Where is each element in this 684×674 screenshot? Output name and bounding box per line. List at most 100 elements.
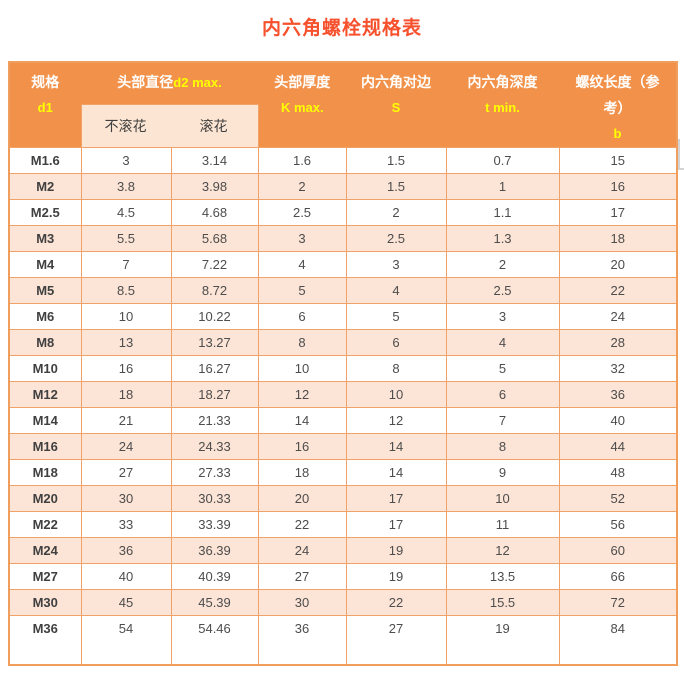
spec-cell: M27: [8, 563, 82, 590]
value-cell: 30: [257, 589, 347, 616]
subheader-knurled: 滚花: [199, 117, 228, 134]
value-cell: 16: [257, 433, 347, 460]
spec-cell: M12: [8, 381, 82, 408]
table-row: M1.6 3 3.14 1.6 1.5 0.7 15: [8, 147, 678, 174]
value-cell: 40: [80, 563, 172, 590]
spec-cell: M6: [8, 303, 82, 330]
value-cell: 27: [80, 459, 172, 486]
col-header-head-thickness-zh: 头部厚度: [274, 74, 331, 90]
value-cell: 6: [257, 303, 347, 330]
value-cell: 1.3: [445, 225, 560, 252]
table-row: M14 21 21.33 14 12 7 40: [8, 407, 678, 434]
value-cell: 3: [345, 251, 447, 278]
value-cell: 2: [257, 173, 347, 200]
value-cell: 13: [80, 329, 172, 356]
table-row: M12 18 18.27 12 10 6 36: [8, 381, 678, 408]
value-cell: 60: [558, 537, 678, 564]
value-cell: 20: [257, 485, 347, 512]
value-cell: 10: [345, 381, 447, 408]
spec-cell: M10: [8, 355, 82, 382]
value-cell: 84: [558, 615, 678, 666]
value-cell: 9: [445, 459, 560, 486]
value-cell: 1: [445, 173, 560, 200]
value-cell: 33: [80, 511, 172, 538]
spec-cell: M4: [8, 251, 82, 278]
col-header-hex-depth-zh: 内六角深度: [467, 74, 538, 90]
spec-cell: M5: [8, 277, 82, 304]
value-cell: 21: [80, 407, 172, 434]
value-cell: 22: [257, 511, 347, 538]
value-cell: 2.5: [257, 199, 347, 226]
value-cell: 52: [558, 485, 678, 512]
table-row: M20 30 30.33 20 17 10 52: [8, 485, 678, 512]
col-header-head-diameter: 头部直径d2 max.: [81, 62, 259, 105]
value-cell: 24: [558, 303, 678, 330]
value-cell: 40.39: [170, 563, 259, 590]
value-cell: 45.39: [170, 589, 259, 616]
col-header-hex-across-flats: 内六角对边 S: [346, 62, 447, 148]
col-header-head-thickness-symbol: K max.: [280, 100, 324, 115]
value-cell: 4: [445, 329, 560, 356]
subheader-not-knurled: 不滚花: [104, 117, 147, 134]
value-cell: 8: [257, 329, 347, 356]
value-cell: 10: [80, 303, 172, 330]
value-cell: 20: [558, 251, 678, 278]
table-row: M2 3.8 3.98 2 1.5 1 16: [8, 173, 678, 200]
table-row: M2.5 4.5 4.68 2.5 2 1.1 17: [8, 199, 678, 226]
value-cell: 10: [445, 485, 560, 512]
value-cell: 15.5: [445, 589, 560, 616]
value-cell: 44: [558, 433, 678, 460]
value-cell: 32: [558, 355, 678, 382]
value-cell: 28: [558, 329, 678, 356]
value-cell: 19: [345, 537, 447, 564]
table-row: M30 45 45.39 30 22 15.5 72: [8, 589, 678, 616]
value-cell: 3: [445, 303, 560, 330]
col-header-hex-across-flats-zh: 内六角对边: [361, 74, 432, 90]
value-cell: 14: [345, 459, 447, 486]
table-row: M24 36 36.39 24 19 12 60: [8, 537, 678, 564]
value-cell: 54.46: [170, 615, 259, 666]
spec-table-body: M1.6 3 3.14 1.6 1.5 0.7 15 M2 3.8 3.98 2 1.5 1 16 M2.5…: [8, 147, 678, 666]
value-cell: 18.27: [170, 381, 259, 408]
table-row: M6 10 10.22 6 5 3 24: [8, 303, 678, 330]
value-cell: 12: [345, 407, 447, 434]
value-cell: 4.5: [80, 199, 172, 226]
value-cell: 12: [257, 381, 347, 408]
spec-table-header: 规格 d1 头部直径d2 max. 头部厚度 K max. 内六角对边 S 内六…: [9, 62, 678, 149]
value-cell: 48: [558, 459, 678, 486]
value-cell: 36: [558, 381, 678, 408]
value-cell: 27: [345, 615, 447, 666]
value-cell: 30: [80, 485, 172, 512]
value-cell: 24: [257, 537, 347, 564]
table-row: M22 33 33.39 22 17 11 56: [8, 511, 678, 538]
spec-cell: M24: [8, 537, 82, 564]
col-header-thread-length-symbol: b: [613, 126, 622, 141]
value-cell: 24: [80, 433, 172, 460]
value-cell: 7: [80, 251, 172, 278]
value-cell: 6: [445, 381, 560, 408]
value-cell: 12: [445, 537, 560, 564]
value-cell: 45: [80, 589, 172, 616]
table-row: M18 27 27.33 18 14 9 48: [8, 459, 678, 486]
value-cell: 2: [345, 199, 447, 226]
value-cell: 16: [558, 173, 678, 200]
col-header-hex-depth: 内六角深度 t min.: [446, 62, 560, 148]
table-row: M5 8.5 8.72 5 4 2.5 22: [8, 277, 678, 304]
table-row: M4 7 7.22 4 3 2 20: [8, 251, 678, 278]
value-cell: 14: [257, 407, 347, 434]
col-header-hex-depth-symbol: t min.: [485, 100, 520, 115]
value-cell: 33.39: [170, 511, 259, 538]
value-cell: 19: [445, 615, 560, 666]
grey-corner-line: [678, 139, 684, 170]
col-header-spec-zh: 规格: [31, 74, 60, 90]
value-cell: 5: [445, 355, 560, 382]
table-row: M27 40 40.39 27 19 13.5 66: [8, 563, 678, 590]
value-cell: 10: [257, 355, 347, 382]
table-row: M10 16 16.27 10 8 5 32: [8, 355, 678, 382]
value-cell: 18: [80, 381, 172, 408]
spec-cell: M16: [8, 433, 82, 460]
col-header-thread-length: 螺纹长度（参 考） b: [559, 62, 678, 148]
spec-cell: M14: [8, 407, 82, 434]
col-header-head-thickness: 头部厚度 K max.: [258, 62, 347, 148]
value-cell: 1.6: [257, 147, 347, 174]
